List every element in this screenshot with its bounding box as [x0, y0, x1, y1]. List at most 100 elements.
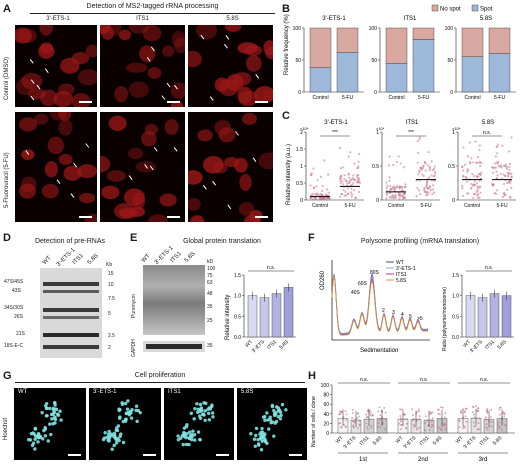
data-point: [473, 416, 476, 419]
data-point: [504, 174, 507, 178]
nucleus: [192, 417, 196, 421]
panel-a-col-3: 5.8S: [226, 16, 239, 22]
data-point: [357, 190, 361, 194]
nucleus: [237, 86, 253, 104]
data-point: [366, 425, 369, 428]
data-point: [342, 416, 345, 418]
nucleus: [100, 25, 111, 34]
nucleus: [252, 437, 257, 441]
panel-f-xlabel: Sedimentation: [360, 348, 398, 354]
profile-curve: [331, 272, 428, 334]
data-point: [348, 181, 351, 184]
arrow-marker: [255, 73, 260, 79]
data-point: [385, 189, 388, 192]
data-point: [440, 429, 443, 431]
nucleus: [213, 162, 228, 174]
data-point: [464, 415, 467, 418]
data-point: [388, 179, 391, 182]
arrow-marker: [85, 143, 90, 148]
nucleus: [254, 86, 273, 104]
nucleus: [188, 198, 201, 211]
data-point: [506, 188, 509, 191]
x-tick-label: ITS1: [359, 435, 371, 447]
data-point: [343, 424, 345, 426]
x-tick-label: Control: [388, 203, 404, 209]
kb-5: 5: [108, 311, 111, 317]
y-tick-label: 0: [326, 431, 329, 437]
data-point: [427, 150, 430, 154]
nucleus: [112, 443, 116, 448]
nucleus: [193, 438, 197, 442]
data-point: [472, 161, 475, 164]
data-point: [340, 426, 343, 428]
data-point: [472, 175, 476, 178]
scale-bar: [216, 454, 229, 456]
data-point: [393, 196, 396, 199]
data-point: [493, 162, 496, 165]
nucleus: [132, 192, 146, 210]
nucleus: [260, 426, 264, 431]
data-point: [340, 192, 343, 196]
kd-35: 35: [207, 304, 213, 310]
data-point: [403, 186, 407, 189]
nucleus: [106, 438, 110, 442]
nucleus: [142, 25, 162, 42]
nucleus: [77, 69, 97, 86]
sig-label: n.s.: [267, 265, 275, 271]
y-tick-label: 100: [321, 383, 330, 389]
data-point: [353, 178, 356, 181]
data-point: [377, 410, 380, 413]
data-point: [341, 411, 343, 414]
nucleus: [273, 421, 277, 425]
data-point: [470, 182, 473, 186]
nucleus: [279, 413, 283, 418]
data-point: [377, 422, 380, 425]
panel-b-ylabel: Relative frequency (%): [284, 14, 290, 75]
nucleus: [211, 415, 215, 419]
data-point: [396, 185, 399, 188]
kb-15: 15: [108, 271, 114, 277]
y-tick-label: 1.5: [296, 147, 303, 153]
x-tick-label: 5-FU: [342, 95, 354, 101]
nucleus: [33, 427, 38, 431]
nucleus: [170, 82, 185, 99]
panel-e-ylabel: Relative intensity: [225, 295, 231, 340]
data-point: [412, 414, 414, 417]
x-tick-label: 5-FU: [344, 203, 356, 209]
data-point: [458, 426, 461, 429]
data-point: [319, 175, 322, 178]
arrow-marker: [30, 95, 35, 101]
legend-f-58s: 5.8S: [396, 278, 407, 284]
data-point: [347, 176, 351, 179]
nucleus: [192, 432, 197, 437]
arrow-marker: [173, 146, 178, 152]
lane-58s: 5.8S: [86, 253, 100, 266]
data-point: [461, 184, 464, 187]
panel-a-col-1: 3'-ETS-1: [46, 16, 70, 22]
x-tick-label: Control: [464, 95, 480, 101]
data-point: [491, 184, 494, 187]
data-point: [419, 193, 422, 196]
x-tick-label: 5-FU: [494, 95, 506, 101]
colony-image-3ets: [89, 388, 161, 460]
data-point: [328, 197, 332, 200]
x-tick-label: ITS1: [484, 339, 496, 351]
peak-3: 3: [392, 310, 395, 316]
puromycin-label: Puromycin: [131, 294, 137, 318]
data-point: [318, 198, 321, 201]
data-point: [497, 421, 500, 424]
data-point: [391, 194, 394, 198]
data-point: [399, 415, 402, 417]
panel-d-kb: Kb: [106, 262, 113, 268]
data-point: [501, 144, 504, 147]
nucleus: [219, 78, 239, 97]
panel-e-title: Global protein translation: [183, 238, 261, 245]
nucleus: [44, 406, 49, 410]
data-point: [350, 187, 353, 190]
nucleus: [202, 413, 206, 417]
arrow-marker: [252, 157, 257, 162]
panel-b-chart: No spot Spot Relative frequency (%) 3'-E…: [284, 4, 516, 101]
data-point: [351, 412, 354, 414]
nucleus: [43, 426, 47, 430]
data-point: [309, 174, 313, 177]
